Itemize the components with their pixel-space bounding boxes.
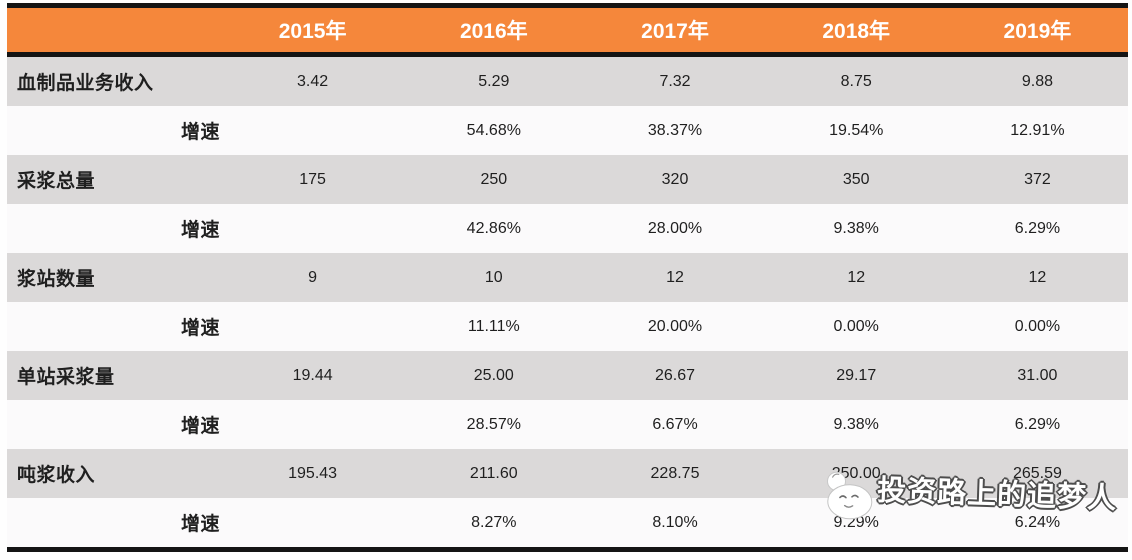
table-row-revenue-per-ton: 吨浆收入 195.43 211.60 228.75 250.00 265.59 bbox=[7, 449, 1128, 498]
table-row-growth-per-station: 增速 28.57% 6.67% 9.38% 6.29% bbox=[7, 400, 1128, 449]
value-cell: 11.11% bbox=[467, 317, 520, 335]
value-cell: 350 bbox=[842, 170, 870, 188]
value-cell: 12 bbox=[847, 268, 866, 286]
header-cell-2018: 2018年 bbox=[822, 20, 891, 43]
table-row-growth-station-count: 增速 11.11% 20.00% 0.00% 0.00% bbox=[7, 302, 1128, 351]
value-cell: 12.91% bbox=[1010, 121, 1065, 139]
row-label-growth: 增速 bbox=[180, 514, 220, 535]
value-cell: 29.17 bbox=[836, 366, 877, 384]
value-cell: 12 bbox=[666, 268, 684, 286]
value-cell: 12 bbox=[1028, 268, 1047, 286]
value-cell: 228.75 bbox=[650, 464, 700, 482]
value-cell: 8.10% bbox=[652, 513, 698, 531]
table-header-row: 2015年 2016年 2017年 2018年 2019年 bbox=[7, 8, 1128, 57]
table-row-total-plasma-collection: 采浆总量 175 250 320 350 372 bbox=[7, 155, 1128, 204]
value-cell: 7.32 bbox=[659, 72, 691, 90]
value-cell: 0.00% bbox=[1014, 317, 1061, 335]
header-cell-2016: 2016年 bbox=[459, 20, 528, 43]
value-cell: 9 bbox=[308, 268, 318, 286]
value-cell: 9.38% bbox=[833, 219, 879, 237]
value-cell: 5.29 bbox=[478, 72, 510, 90]
table-row-growth-revenue-per-ton: 增速 8.27% 8.10% 9.29% 6.24% bbox=[7, 498, 1128, 547]
value-cell: 6.29% bbox=[1014, 415, 1061, 433]
row-label-growth: 增速 bbox=[180, 318, 220, 339]
value-cell: 211.60 bbox=[469, 464, 518, 482]
value-cell: 31.00 bbox=[1017, 366, 1058, 384]
row-label-growth: 增速 bbox=[180, 416, 220, 437]
value-cell: 250 bbox=[480, 170, 508, 188]
value-cell: 28.00% bbox=[647, 219, 703, 237]
row-label: 单站采浆量 bbox=[17, 367, 115, 388]
value-cell: 19.54% bbox=[829, 121, 884, 139]
value-cell: 372 bbox=[1024, 170, 1051, 188]
value-cell: 175 bbox=[299, 170, 326, 188]
header-cell-2019: 2019年 bbox=[1003, 20, 1072, 43]
table-row-per-station-collection: 单站采浆量 19.44 25.00 26.67 29.17 31.00 bbox=[7, 351, 1128, 400]
value-cell: 9.38% bbox=[833, 415, 879, 433]
value-cell: 6.29% bbox=[1014, 219, 1061, 237]
value-cell: 25.00 bbox=[473, 366, 514, 384]
value-cell: 265.59 bbox=[1012, 464, 1062, 482]
value-cell: 250.00 bbox=[831, 464, 881, 482]
value-cell: 38.37% bbox=[647, 121, 703, 139]
row-label: 吨浆收入 bbox=[17, 465, 96, 486]
header-cell-2017: 2017年 bbox=[641, 20, 709, 43]
value-cell: 3.42 bbox=[297, 72, 329, 90]
value-cell: 19.44 bbox=[292, 366, 333, 384]
value-cell: 42.86% bbox=[466, 219, 521, 237]
value-cell: 6.24% bbox=[1014, 513, 1061, 531]
value-cell: 8.27% bbox=[471, 513, 517, 531]
header-cell-2015: 2015年 bbox=[278, 20, 347, 43]
table-row-growth-blood-products: 增速 54.68% 38.37% 19.54% 12.91% bbox=[7, 106, 1128, 155]
table-row-blood-products-revenue: 血制品业务收入 3.42 5.29 7.32 8.75 9.88 bbox=[7, 57, 1128, 106]
value-cell: 26.67 bbox=[654, 366, 696, 384]
financial-table: 2015年 2016年 2017年 2018年 2019年 血制品业务收入 3.… bbox=[7, 3, 1128, 552]
value-cell: 6.67% bbox=[652, 415, 698, 433]
value-cell: 28.57% bbox=[466, 415, 521, 433]
value-cell: 8.75 bbox=[840, 72, 872, 90]
value-cell: 320 bbox=[661, 170, 689, 188]
value-cell: 195.43 bbox=[288, 464, 338, 482]
table-row-plasma-station-count: 浆站数量 9 10 12 12 12 bbox=[7, 253, 1128, 302]
row-label-growth: 增速 bbox=[180, 220, 220, 241]
value-cell: 54.68% bbox=[466, 121, 521, 139]
row-label: 血制品业务收入 bbox=[17, 73, 154, 94]
value-cell: 20.00% bbox=[647, 317, 703, 335]
value-cell: 9.88 bbox=[1021, 72, 1053, 90]
row-label-growth: 增速 bbox=[180, 122, 220, 143]
value-cell: 9.29% bbox=[833, 513, 879, 531]
table-row-growth-total-plasma: 增速 42.86% 28.00% 9.38% 6.29% bbox=[7, 204, 1128, 253]
value-cell: 0.00% bbox=[833, 317, 879, 335]
row-label: 采浆总量 bbox=[17, 171, 96, 192]
value-cell: 10 bbox=[484, 268, 503, 286]
row-label: 浆站数量 bbox=[17, 269, 96, 290]
